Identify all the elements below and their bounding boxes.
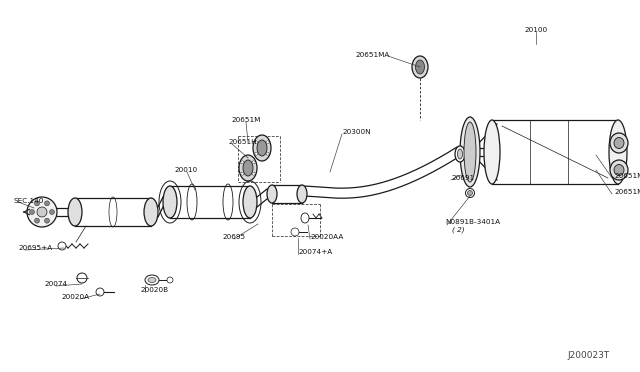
Text: 20074: 20074 <box>44 281 68 287</box>
Ellipse shape <box>243 160 253 176</box>
Circle shape <box>167 277 173 283</box>
Ellipse shape <box>243 186 257 218</box>
Circle shape <box>96 288 104 296</box>
Circle shape <box>252 172 255 175</box>
Circle shape <box>77 273 87 283</box>
Text: 20020B: 20020B <box>140 287 168 293</box>
Ellipse shape <box>458 149 463 159</box>
Text: 20300N: 20300N <box>342 129 371 135</box>
Circle shape <box>241 161 244 164</box>
Circle shape <box>58 242 66 250</box>
Circle shape <box>35 218 40 223</box>
Text: 20074+A: 20074+A <box>298 249 332 255</box>
Ellipse shape <box>455 146 465 162</box>
Text: 20020AA: 20020AA <box>310 234 344 240</box>
Text: 20691: 20691 <box>451 175 474 181</box>
Circle shape <box>29 209 35 215</box>
Circle shape <box>266 141 269 144</box>
Ellipse shape <box>610 160 628 180</box>
Circle shape <box>45 201 49 206</box>
Ellipse shape <box>412 56 428 78</box>
Text: 20020A: 20020A <box>62 294 90 300</box>
Circle shape <box>35 201 40 206</box>
Ellipse shape <box>239 155 257 181</box>
Text: 20651H: 20651H <box>228 139 257 145</box>
Ellipse shape <box>144 198 158 226</box>
Text: J200023T: J200023T <box>568 350 610 359</box>
Circle shape <box>37 207 47 217</box>
Circle shape <box>252 161 255 164</box>
Ellipse shape <box>297 185 307 203</box>
Ellipse shape <box>68 198 82 226</box>
Ellipse shape <box>415 60 424 74</box>
Ellipse shape <box>267 185 277 203</box>
Ellipse shape <box>460 117 480 187</box>
Circle shape <box>49 209 54 215</box>
Circle shape <box>255 141 258 144</box>
Ellipse shape <box>148 278 156 282</box>
Circle shape <box>291 228 299 236</box>
Text: 20651MA: 20651MA <box>614 189 640 195</box>
Text: N0891B-3401A: N0891B-3401A <box>445 219 500 225</box>
Ellipse shape <box>614 138 624 148</box>
Circle shape <box>27 197 57 227</box>
Ellipse shape <box>467 190 472 196</box>
Text: 20651MA: 20651MA <box>614 173 640 179</box>
Circle shape <box>45 218 49 223</box>
Ellipse shape <box>253 135 271 161</box>
Text: 20100: 20100 <box>524 27 548 33</box>
Ellipse shape <box>145 275 159 285</box>
Ellipse shape <box>614 164 624 176</box>
Ellipse shape <box>484 120 500 184</box>
Ellipse shape <box>464 122 476 182</box>
Circle shape <box>241 172 244 175</box>
Text: 20010: 20010 <box>175 167 198 173</box>
Text: SEC.140: SEC.140 <box>14 198 44 204</box>
Ellipse shape <box>609 120 627 184</box>
Text: ( 2): ( 2) <box>452 227 465 233</box>
Text: 20651M: 20651M <box>231 117 260 123</box>
Text: 20695: 20695 <box>223 234 246 240</box>
Ellipse shape <box>163 186 177 218</box>
Text: 20695+A: 20695+A <box>18 245 52 251</box>
Text: 20651MA: 20651MA <box>356 52 390 58</box>
Ellipse shape <box>257 140 267 156</box>
Ellipse shape <box>610 133 628 153</box>
Ellipse shape <box>465 189 474 198</box>
Ellipse shape <box>301 213 309 223</box>
Circle shape <box>266 152 269 155</box>
Circle shape <box>255 152 258 155</box>
